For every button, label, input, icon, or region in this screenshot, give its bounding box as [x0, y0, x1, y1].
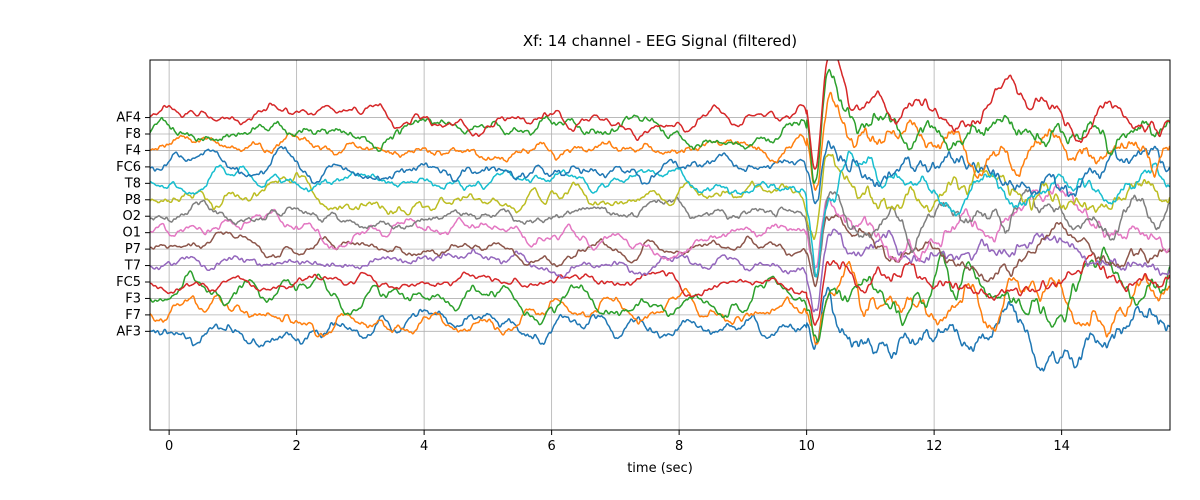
signal-af4	[150, 48, 1170, 169]
x-tick-label: 6	[547, 439, 555, 454]
x-tick-label: 4	[420, 439, 428, 454]
channel-label: F7	[125, 308, 141, 323]
x-tick-label: 0	[165, 439, 173, 454]
signal-af3	[150, 288, 1170, 371]
channel-label: P7	[125, 242, 141, 257]
x-tick-label: 14	[1053, 439, 1070, 454]
x-tick-label: 12	[926, 439, 943, 454]
chart-title: Xf: 14 channel - EEG Signal (filtered)	[523, 32, 797, 50]
signal-t7	[150, 229, 1170, 311]
x-tick-label: 2	[292, 439, 300, 454]
x-tick-label: 8	[675, 439, 683, 454]
channel-label: AF3	[116, 324, 141, 339]
x-tick-label: 10	[798, 439, 815, 454]
y-channel-labels: AF3F7 F3FC5T7 P7O1 O2P8 T8FC6 F4F8AF4	[116, 111, 150, 340]
channel-label: T7	[124, 259, 141, 274]
channel-label: FC5	[116, 275, 141, 290]
eeg-chart: Xf: 14 channel - EEG Signal (filtered) 0…	[0, 0, 1200, 500]
channel-label: FC6	[116, 160, 141, 175]
channel-label: AF4	[116, 111, 141, 126]
x-ticks: 0 2 4 6 8 10 12 14	[165, 430, 1070, 454]
channel-label: F4	[125, 143, 141, 158]
signal-traces	[150, 48, 1170, 371]
channel-label: P8	[125, 193, 141, 208]
channel-label: O2	[122, 209, 141, 224]
eeg-chart-svg: Xf: 14 channel - EEG Signal (filtered) 0…	[0, 0, 1200, 500]
channel-label: O1	[122, 226, 141, 241]
channel-label: T8	[124, 176, 141, 191]
x-axis-label: time (sec)	[627, 461, 693, 476]
channel-label: F3	[125, 291, 141, 306]
channel-label: F8	[125, 127, 141, 142]
